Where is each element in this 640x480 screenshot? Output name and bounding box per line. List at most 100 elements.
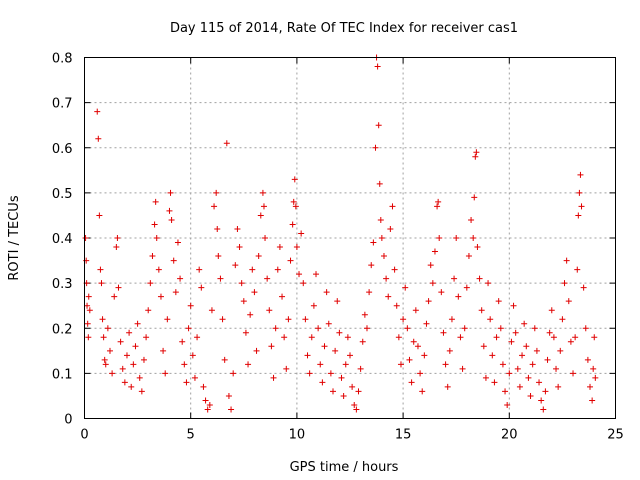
y-tick-label: 0.4: [52, 232, 73, 247]
data-point: [508, 338, 515, 345]
data-point: [504, 401, 511, 408]
data-point: [306, 370, 313, 377]
data-point: [115, 284, 122, 291]
data-point: [387, 225, 394, 232]
data-point: [590, 365, 597, 372]
data-point: [550, 334, 557, 341]
data-point: [310, 302, 317, 309]
data-point: [292, 203, 299, 210]
data-point: [268, 343, 275, 350]
data-point: [347, 352, 353, 359]
data-point: [84, 302, 91, 309]
data-point: [114, 235, 121, 241]
data-point: [580, 284, 587, 291]
data-point: [582, 325, 589, 332]
chart-title: Day 115 of 2014, Rate Of TEC Index for r…: [170, 21, 518, 36]
data-point: [473, 149, 480, 156]
data-point: [260, 203, 267, 210]
data-point: [143, 334, 150, 341]
data-point: [577, 171, 584, 178]
data-point: [555, 383, 562, 390]
data-point: [219, 316, 226, 323]
data-point: [84, 320, 91, 327]
data-point: [378, 235, 385, 241]
data-point: [202, 397, 209, 404]
data-point: [559, 316, 566, 323]
data-point: [410, 338, 417, 345]
data-point: [196, 266, 203, 273]
grid: [84, 57, 616, 419]
data-point: [514, 365, 521, 372]
data-point: [157, 293, 164, 300]
data-point: [317, 361, 324, 368]
data-point: [342, 361, 349, 368]
data-point: [459, 365, 466, 372]
data-point: [225, 392, 232, 399]
data-point: [427, 262, 434, 269]
data-point: [512, 329, 519, 336]
data-point: [111, 293, 118, 300]
data-point: [126, 329, 133, 336]
data-point: [191, 374, 198, 381]
data-point: [574, 266, 581, 273]
data-point: [332, 347, 339, 354]
data-point: [527, 392, 534, 399]
data-point: [434, 203, 441, 210]
data-point: [389, 203, 396, 210]
data-point: [497, 325, 504, 332]
data-point: [208, 307, 215, 314]
data-point: [257, 212, 264, 219]
data-point: [179, 338, 186, 345]
x-axis-label: GPS time / hours: [290, 460, 399, 475]
data-point: [217, 275, 224, 282]
data-point: [138, 388, 145, 395]
data-point: [164, 316, 171, 323]
data-point: [395, 334, 402, 341]
y-tick-label: 0.8: [52, 52, 73, 67]
data-point: [451, 275, 458, 282]
data-point: [99, 316, 106, 323]
data-point: [240, 298, 247, 305]
data-point: [375, 122, 382, 129]
data-point: [289, 221, 296, 228]
data-point: [406, 356, 413, 363]
data-point: [97, 266, 104, 273]
data-point: [274, 266, 281, 273]
data-point: [431, 248, 438, 255]
data-point: [338, 374, 345, 381]
y-tick-label: 0.3: [52, 277, 73, 292]
data-point: [376, 180, 383, 187]
data-point: [247, 311, 254, 318]
data-point: [255, 253, 262, 260]
data-point: [128, 383, 135, 390]
data-point: [417, 370, 424, 377]
data-point: [506, 370, 513, 377]
data-point: [440, 329, 447, 336]
data-point: [499, 361, 506, 368]
tick-labels: 0 5 10 15 20 25 0 0.1 0.2 0.3 0.4 0.5 0.6 0.7 0.8: [52, 52, 624, 443]
data-point: [366, 289, 373, 296]
data-point: [455, 293, 462, 300]
data-point: [223, 140, 230, 147]
data-point: [155, 266, 162, 273]
data-point: [355, 388, 362, 395]
data-point: [285, 316, 292, 323]
data-point: [468, 216, 475, 223]
data-point: [446, 347, 453, 354]
data-point: [140, 356, 147, 363]
data-point: [391, 266, 398, 273]
data-point: [351, 401, 358, 408]
data-point: [291, 176, 298, 183]
data-point: [408, 379, 415, 386]
data-point: [170, 257, 177, 264]
data-point: [478, 307, 485, 314]
data-point: [189, 352, 196, 359]
data-point: [404, 325, 411, 332]
data-point: [249, 266, 256, 273]
y-tick-label: 0.2: [52, 322, 73, 337]
data-point: [134, 320, 141, 327]
data-point: [238, 280, 245, 287]
data-point: [438, 289, 445, 296]
data-point: [576, 189, 583, 196]
